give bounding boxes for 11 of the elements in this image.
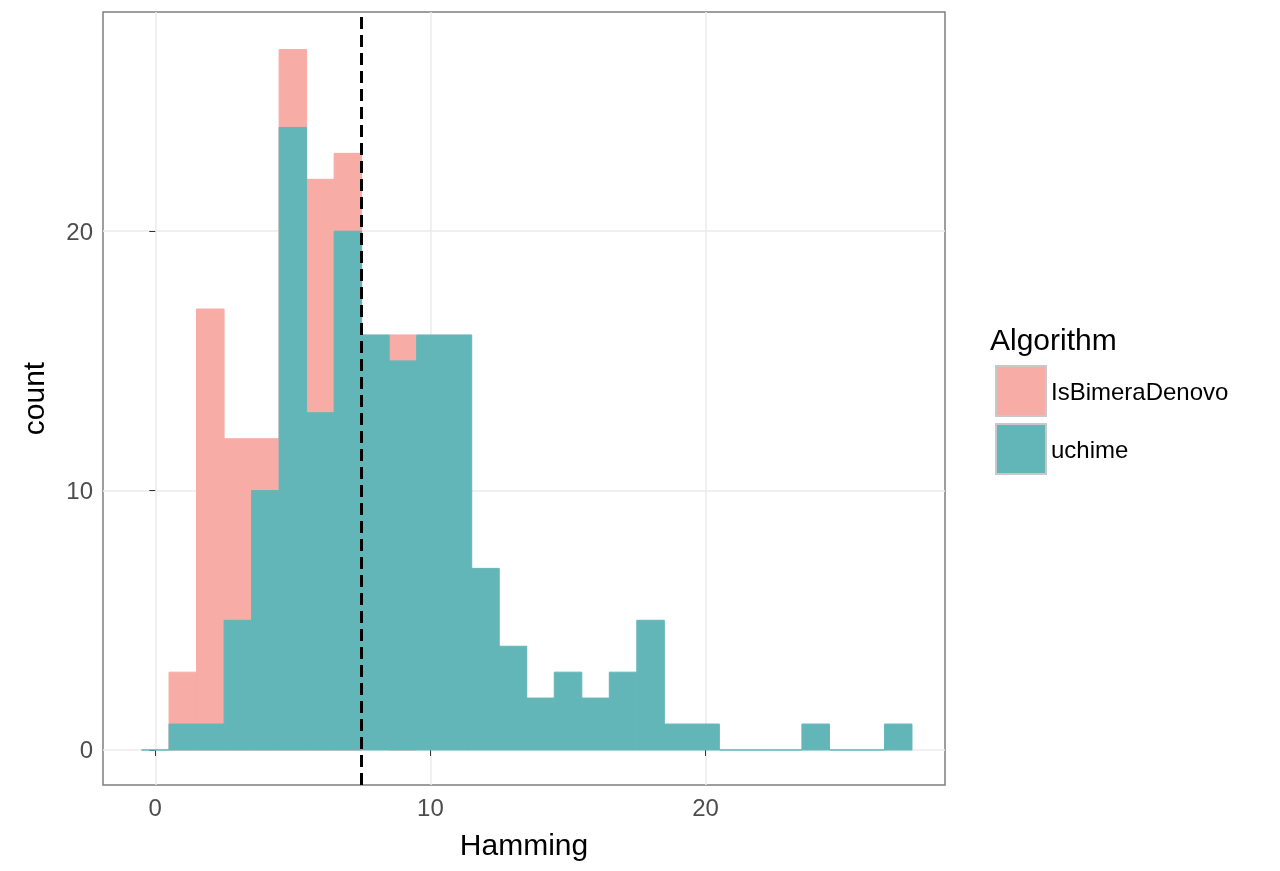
legend-label: uchime: [1051, 435, 1129, 463]
y-axis-title: count: [16, 361, 50, 436]
x-axis-title: Hamming: [459, 827, 589, 861]
legend-title: Algorithm: [990, 322, 1117, 356]
x-tick-label: 20: [692, 793, 719, 821]
x-tick-label: 0: [148, 793, 162, 821]
x-tick-label: 10: [417, 793, 444, 821]
y-tick-label: 20: [66, 217, 93, 245]
y-tick-label: 10: [66, 477, 93, 505]
y-tick-label: 0: [79, 736, 93, 764]
legend-label: IsBimeraDenovo: [1051, 377, 1229, 405]
